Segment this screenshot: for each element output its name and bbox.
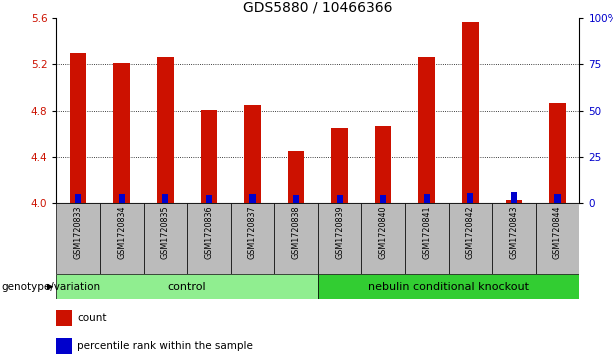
Bar bbox=[536, 203, 579, 274]
Text: GSM1720843: GSM1720843 bbox=[509, 205, 519, 259]
Bar bbox=[100, 203, 143, 274]
Text: GSM1720838: GSM1720838 bbox=[292, 205, 300, 259]
Bar bbox=[318, 274, 579, 299]
Bar bbox=[157, 57, 173, 203]
Bar bbox=[380, 195, 386, 203]
Text: GSM1720836: GSM1720836 bbox=[204, 205, 213, 259]
Bar bbox=[337, 195, 343, 203]
Bar bbox=[206, 195, 212, 203]
Bar bbox=[318, 203, 362, 274]
Bar bbox=[362, 203, 405, 274]
Bar bbox=[56, 338, 72, 354]
Bar bbox=[230, 203, 274, 274]
Bar bbox=[187, 203, 230, 274]
Text: GSM1720844: GSM1720844 bbox=[553, 205, 562, 259]
Bar bbox=[287, 151, 304, 203]
Text: genotype/variation: genotype/variation bbox=[1, 282, 101, 292]
Text: GSM1720834: GSM1720834 bbox=[117, 205, 126, 259]
Bar bbox=[56, 310, 72, 326]
Bar bbox=[56, 203, 100, 274]
Bar bbox=[375, 126, 392, 203]
Bar bbox=[467, 193, 473, 203]
Bar bbox=[449, 203, 492, 274]
Bar bbox=[293, 195, 299, 203]
Bar bbox=[554, 194, 560, 203]
Text: count: count bbox=[77, 313, 107, 323]
Bar bbox=[462, 22, 479, 203]
Text: percentile rank within the sample: percentile rank within the sample bbox=[77, 341, 253, 351]
Bar bbox=[492, 203, 536, 274]
Text: GSM1720842: GSM1720842 bbox=[466, 205, 475, 259]
Bar bbox=[75, 194, 82, 203]
Bar bbox=[113, 63, 130, 203]
Bar bbox=[274, 203, 318, 274]
Bar bbox=[506, 200, 522, 203]
Text: GSM1720837: GSM1720837 bbox=[248, 205, 257, 259]
Title: GDS5880 / 10466366: GDS5880 / 10466366 bbox=[243, 0, 392, 14]
Bar bbox=[249, 194, 256, 203]
Bar bbox=[424, 194, 430, 203]
Text: GSM1720835: GSM1720835 bbox=[161, 205, 170, 259]
Text: GSM1720833: GSM1720833 bbox=[74, 205, 83, 259]
Text: GSM1720840: GSM1720840 bbox=[379, 205, 387, 259]
Bar bbox=[549, 103, 566, 203]
Bar bbox=[162, 194, 169, 203]
Bar bbox=[511, 192, 517, 203]
Bar bbox=[56, 274, 318, 299]
Bar bbox=[70, 53, 86, 203]
Bar bbox=[332, 128, 348, 203]
Bar bbox=[244, 105, 261, 203]
Bar bbox=[200, 110, 217, 203]
Bar bbox=[143, 203, 187, 274]
Text: nebulin conditional knockout: nebulin conditional knockout bbox=[368, 282, 529, 292]
Bar bbox=[119, 194, 125, 203]
Bar bbox=[419, 57, 435, 203]
Text: GSM1720839: GSM1720839 bbox=[335, 205, 344, 259]
Text: control: control bbox=[168, 282, 207, 292]
Text: GSM1720841: GSM1720841 bbox=[422, 205, 432, 259]
Bar bbox=[405, 203, 449, 274]
